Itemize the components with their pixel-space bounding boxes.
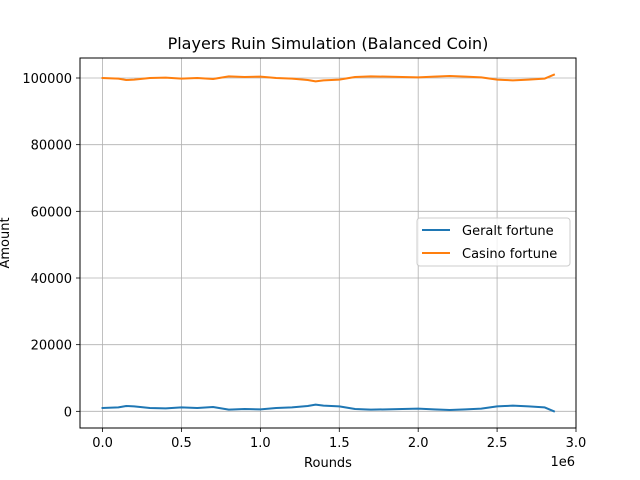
x-tick-label: 2.5 [487, 436, 508, 451]
legend-label-casino: Casino fortune [462, 247, 557, 262]
x-tick-label: 0.0 [92, 436, 113, 451]
legend: Geralt fortune Casino fortune [416, 217, 571, 267]
legend-box [416, 217, 571, 267]
y-tick-label: 40000 [31, 272, 72, 287]
x-tick-label: 2.0 [408, 436, 429, 451]
x-tick-label: 1.0 [250, 436, 271, 451]
x-tick-label: 1.5 [329, 436, 350, 451]
series-line-1 [101, 73, 556, 83]
grid [80, 58, 577, 428]
legend-label-geralt: Geralt fortune [462, 224, 554, 239]
series-layer [101, 73, 556, 413]
y-axis: 0 20000 40000 60000 80000 100000 [22, 72, 80, 420]
series-line-0 [101, 403, 556, 413]
plot-frame [79, 57, 577, 429]
x-axis: 0.0 0.5 1.0 1.5 2.0 2.5 3.0 [92, 428, 586, 451]
y-axis-label: Amount [0, 217, 13, 268]
x-axis-label: Rounds [304, 456, 352, 471]
x-axis-offset-text: 1e6 [550, 455, 575, 470]
y-tick-label: 80000 [31, 139, 72, 154]
chart-title: Players Ruin Simulation (Balanced Coin) [168, 34, 489, 53]
y-tick-label: 20000 [31, 339, 72, 354]
y-tick-label: 60000 [31, 205, 72, 220]
y-tick-label: 100000 [22, 72, 72, 87]
x-tick-label: 3.0 [566, 436, 587, 451]
x-tick-label: 0.5 [171, 436, 192, 451]
y-tick-label: 0 [64, 405, 72, 420]
